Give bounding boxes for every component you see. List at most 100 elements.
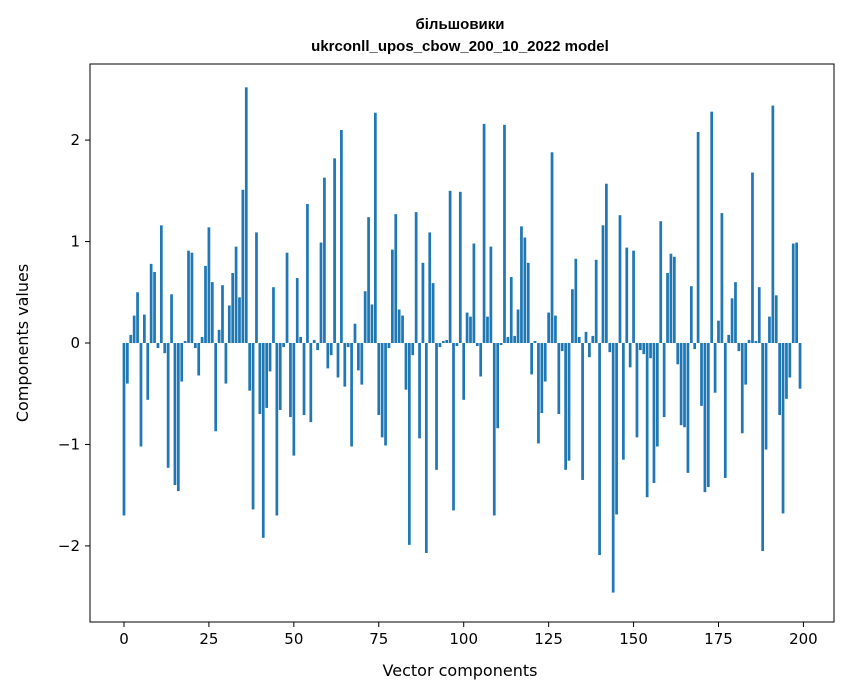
bar-component-75 xyxy=(377,343,381,416)
bar-component-24 xyxy=(204,265,207,343)
bar-component-161 xyxy=(669,253,673,343)
bar-component-95 xyxy=(445,339,449,343)
x-tick-label: 175 xyxy=(704,630,733,648)
bar-component-69 xyxy=(357,343,360,371)
bar-component-99 xyxy=(458,191,462,343)
bar-component-4 xyxy=(136,292,139,343)
bar-component-3 xyxy=(132,315,136,343)
bar-component-15 xyxy=(173,343,177,486)
bar-component-179 xyxy=(730,298,734,343)
bar-component-145 xyxy=(615,343,618,515)
x-tick-label: 25 xyxy=(199,630,218,648)
bar-component-101 xyxy=(465,312,469,343)
bar-component-85 xyxy=(411,343,415,356)
bar-component-20 xyxy=(190,252,194,343)
bar-component-137 xyxy=(588,343,591,358)
bar-component-30 xyxy=(224,343,228,384)
bar-component-81 xyxy=(397,309,401,343)
bar-component-62 xyxy=(333,158,336,343)
bar-component-114 xyxy=(509,277,513,343)
bar-component-152 xyxy=(639,343,642,351)
bar-component-32 xyxy=(231,273,235,343)
bar-component-64 xyxy=(340,129,343,343)
bar-component-146 xyxy=(618,215,622,343)
bar-component-51 xyxy=(295,278,299,343)
bar-component-54 xyxy=(306,204,309,343)
bar-component-183 xyxy=(744,343,748,385)
bar-component-60 xyxy=(326,343,330,369)
bar-component-159 xyxy=(662,343,666,418)
bar-component-57 xyxy=(316,343,319,351)
bar-component-150 xyxy=(632,250,635,343)
bar-component-94 xyxy=(441,340,445,343)
bar-component-193 xyxy=(778,343,781,416)
bar-component-107 xyxy=(486,316,489,343)
bar-component-74 xyxy=(374,112,377,343)
bar-component-82 xyxy=(401,315,404,343)
bar-component-129 xyxy=(560,343,564,352)
bar-component-59 xyxy=(323,177,326,343)
bar-component-11 xyxy=(159,225,163,343)
bar-component-121 xyxy=(533,340,537,343)
bar-component-80 xyxy=(394,214,398,343)
bar-component-130 xyxy=(564,343,567,470)
bar-component-0 xyxy=(122,343,126,516)
bar-component-124 xyxy=(543,343,547,382)
bar-component-198 xyxy=(795,242,798,343)
bar-component-58 xyxy=(319,242,323,343)
bar-component-21 xyxy=(193,343,197,349)
bar-component-61 xyxy=(329,343,333,356)
y-tick-label: 1 xyxy=(70,233,80,251)
bar-component-109 xyxy=(492,343,496,516)
bar-component-9 xyxy=(153,271,156,343)
chart-title: більшовики xyxy=(415,16,504,33)
bar-component-49 xyxy=(289,343,292,418)
bar-component-118 xyxy=(523,237,527,343)
bar-component-35 xyxy=(241,189,245,343)
x-tick-label: 200 xyxy=(789,630,818,648)
chart-subtitle: ukrconll_upos_cbow_200_10_2022 model xyxy=(311,38,609,55)
bar-component-189 xyxy=(764,343,768,450)
bar-component-93 xyxy=(438,343,442,348)
bar-component-68 xyxy=(353,323,357,343)
bar-component-90 xyxy=(428,232,432,343)
bar-component-88 xyxy=(421,262,425,343)
bar-component-16 xyxy=(176,343,180,492)
bar-component-119 xyxy=(526,262,530,343)
bar-component-2 xyxy=(129,334,133,343)
bar-component-180 xyxy=(734,282,737,343)
bar-component-136 xyxy=(584,331,588,343)
y-tick-label: 2 xyxy=(70,131,80,149)
bar-component-186 xyxy=(754,340,758,343)
bar-component-177 xyxy=(723,343,727,478)
bar-component-46 xyxy=(278,343,282,410)
bar-component-38 xyxy=(251,343,255,510)
bar-component-84 xyxy=(407,343,411,545)
y-tick-label: 0 xyxy=(70,334,80,352)
bar-component-144 xyxy=(611,343,615,593)
bar-component-28 xyxy=(217,329,221,343)
bar-component-165 xyxy=(683,343,686,428)
bar-component-92 xyxy=(435,343,438,470)
bar-component-106 xyxy=(482,123,486,343)
bar-component-128 xyxy=(557,343,561,415)
bar-component-174 xyxy=(713,343,717,393)
bar-component-71 xyxy=(363,291,367,343)
bar-component-132 xyxy=(571,289,574,343)
bar-component-29 xyxy=(221,285,224,343)
bar-component-50 xyxy=(292,343,296,456)
bar-component-185 xyxy=(751,172,754,343)
bar-component-17 xyxy=(180,343,184,382)
bar-component-191 xyxy=(771,105,775,343)
bar-component-1 xyxy=(126,343,129,384)
bar-component-140 xyxy=(598,343,601,556)
x-tick-label: 75 xyxy=(369,630,388,648)
bar-component-181 xyxy=(737,343,741,352)
bar-component-135 xyxy=(581,343,584,480)
bar-component-113 xyxy=(506,336,510,343)
bar-component-184 xyxy=(747,339,751,343)
bar-component-175 xyxy=(717,320,720,343)
bar-component-12 xyxy=(163,343,167,354)
bar-component-100 xyxy=(462,343,466,400)
bar-component-111 xyxy=(499,343,503,346)
